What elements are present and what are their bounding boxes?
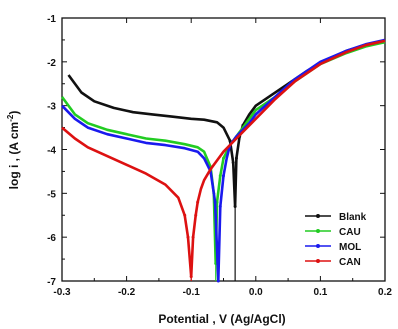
x-axis-title: Potential , V (Ag/AgCl) — [158, 312, 285, 326]
y-axis-title-end: ) — [7, 111, 21, 115]
y-tick-label: -5 — [47, 189, 56, 200]
x-tick-label: 0.0 — [249, 287, 263, 298]
legend-marker-cau — [316, 229, 320, 233]
x-axis-ticks: -0.3 -0.2 -0.1 0.0 0.1 0.2 — [53, 18, 392, 298]
data-point-can — [191, 235, 195, 239]
x-tick-label: 0.1 — [313, 287, 327, 298]
legend-marker-mol — [316, 244, 320, 248]
y-axis-ticks: -7 -6 -5 -4 -3 -2 -1 — [47, 14, 385, 288]
y-tick-label: -4 — [47, 146, 56, 157]
legend-marker-can — [316, 259, 320, 263]
series-line-blank — [67, 40, 386, 208]
data-point-blank — [234, 156, 238, 160]
data-point-can — [189, 275, 193, 279]
data-point-mol — [218, 204, 222, 208]
legend-label-blank: Blank — [339, 212, 367, 223]
legend-label-can: CAN — [339, 257, 361, 268]
data-point-blank — [233, 204, 237, 208]
y-axis-title-sup: -2 — [6, 114, 15, 122]
data-point-mol — [222, 174, 225, 178]
data-point-blank — [228, 139, 232, 143]
y-axis-title-main: log i , (A cm — [7, 122, 21, 190]
data-point-cau — [222, 156, 225, 160]
y-tick-label: -6 — [47, 233, 56, 244]
data-point-can — [194, 213, 198, 217]
x-tick-label: -0.2 — [118, 287, 136, 298]
series-layer — [60, 38, 386, 283]
data-point-blank — [231, 161, 235, 165]
x-tick-label: 0.2 — [378, 287, 392, 298]
data-point-can — [183, 213, 187, 217]
data-point-can — [186, 235, 190, 239]
x-tick-label: -0.1 — [183, 287, 201, 298]
legend-marker-blank — [316, 214, 320, 218]
y-tick-label: -7 — [47, 277, 56, 288]
y-tick-label: -2 — [47, 58, 56, 69]
legend-label-mol: MOL — [339, 242, 361, 253]
data-point-mol — [213, 200, 217, 204]
data-point-cau — [218, 174, 222, 178]
y-tick-label: -3 — [47, 102, 56, 113]
y-axis-title: log i , (A cm-2) — [6, 111, 21, 190]
data-point-can — [196, 200, 200, 204]
legend-label-cau: CAU — [339, 227, 361, 238]
x-tick-label: -0.3 — [53, 287, 71, 298]
y-tick-label: -1 — [47, 14, 56, 25]
legend: Blank CAU MOL CAN — [305, 212, 367, 268]
data-point-mol — [216, 279, 220, 283]
